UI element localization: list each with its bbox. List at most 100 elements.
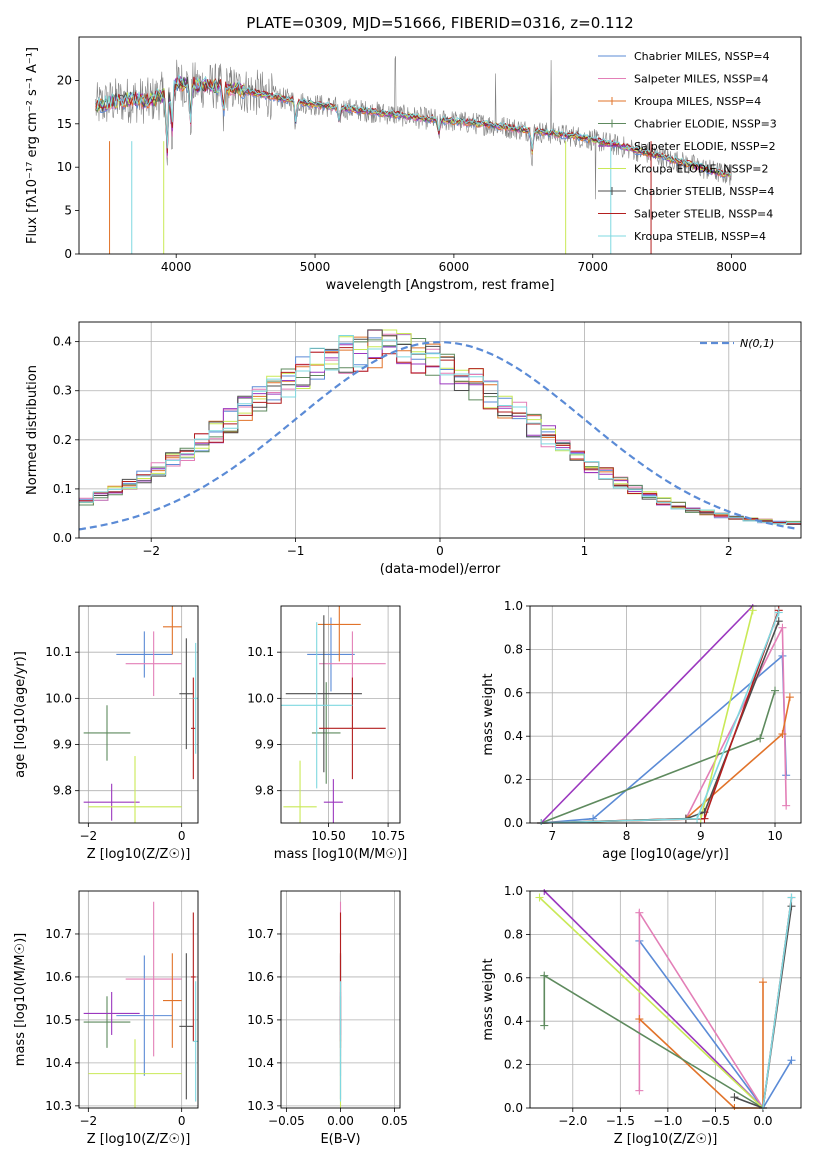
mass-weight-vs-age-xtick-label-1: 8 <box>623 829 631 843</box>
mass-vs-Z-ytick-label-4: 10.7 <box>45 927 72 941</box>
mass-vs-Z-point-chabrier-miles <box>116 955 173 1076</box>
age-vs-Z-panel: −2 0 9.8 9.9 10.0 10.1 Z [log10(Z/Z☉)] age [log… <box>13 605 199 862</box>
mass-weight-vs-Z-ytick-label-2: 0.4 <box>504 1014 523 1028</box>
spectrum-xtick-label-1: 5000 <box>300 260 331 274</box>
mass-weight-vs-Z-marker-2-0 <box>635 1015 644 1024</box>
figure-title: PLATE=0309, MJD=51666, FIBERID=0316, z=0… <box>246 14 633 32</box>
mass-weight-vs-age-marker-1-2 <box>778 623 787 632</box>
mass-vs-ebv-xtick-label-0: −0.05 <box>268 1114 305 1128</box>
mass-weight-vs-Z-panel: −2.0 −1.5 −1.0 −0.5 0.0 0.0 0.2 0.4 0.6 0.8 1.0 Z [… <box>481 884 802 1147</box>
residuals-xtick-label-0: −2 <box>142 544 160 558</box>
mass-vs-ebv-xtick-label-1: 0.00 <box>327 1114 354 1128</box>
spectrum-ylabel: Flux [fλ10⁻¹⁷ erg cm⁻² s⁻¹ A⁻¹] <box>25 47 40 244</box>
spectrum-legend-label-5: Kroupa ELODIE, NSSP=2 <box>634 163 768 176</box>
spectrum-plot-area <box>95 56 732 254</box>
mass-vs-Z-xtick-label-1: 0 <box>178 1114 186 1128</box>
mass-weight-vs-age-marker-3-1 <box>756 734 765 743</box>
mass-weight-vs-Z-ytick-label-4: 0.8 <box>504 927 523 941</box>
mass-vs-Z-point-salpeter-elodie <box>83 991 140 1035</box>
mass-weight-vs-Z-line-chabrier-elodie <box>543 974 764 1109</box>
age-vs-Z-point-kroupa-elodie <box>88 756 182 823</box>
mass-weight-vs-age-ytick-label-1: 0.2 <box>504 773 523 787</box>
mass-weight-vs-Z-ytick-label-1: 0.2 <box>504 1058 523 1072</box>
age-vs-mass-ytick-label-3: 10.1 <box>247 645 274 659</box>
residuals-xtick-label-2: 0 <box>436 544 444 558</box>
spectrum-legend-label-2: Kroupa MILES, NSSP=4 <box>634 95 761 108</box>
residuals-legend-label: N(0,1) <box>740 337 774 350</box>
spectrum-panel: 4000 5000 6000 7000 8000 0 5 10 15 20 wavelength [… <box>25 36 802 293</box>
age-vs-mass-xtick-label-1: 10.75 <box>371 829 405 843</box>
residuals-xtick-label-4: 2 <box>725 544 733 558</box>
mass-vs-Z-point-salpeter-stelib <box>191 912 196 1042</box>
age-vs-Z-ytick-label-3: 10.1 <box>45 645 72 659</box>
spectrum-ytick-label-1: 5 <box>64 204 72 218</box>
mass-weight-vs-Z-marker-3-0 <box>540 1021 549 1030</box>
mass-vs-ebv-ytick-label-3: 10.6 <box>247 970 274 984</box>
mass-weight-vs-Z-plot-area <box>535 889 796 1110</box>
mass-weight-vs-age-marker-2-3 <box>785 693 794 702</box>
age-vs-Z-ytick-label-1: 9.9 <box>53 738 72 752</box>
age-vs-mass-point-chabrier-stelib <box>285 615 362 773</box>
residuals-ytick-label-0: 0.0 <box>53 531 72 545</box>
mass-weight-vs-Z-ytick-label-3: 0.6 <box>504 971 523 985</box>
mass-weight-vs-age-marker-7-1 <box>700 814 709 823</box>
mass-vs-ebv-ytick-label-0: 10.3 <box>247 1099 274 1113</box>
mass-weight-vs-Z-ytick-label-0: 0.0 <box>504 1101 523 1115</box>
mass-weight-vs-Z-ytick-label-5: 1.0 <box>504 884 523 898</box>
spectrum-legend-label-1: Salpeter MILES, NSSP=4 <box>634 73 768 86</box>
mass-vs-Z-panel: −2 0 10.3 10.4 10.5 10.6 10.7 Z [log10(Z/Z☉)] ma… <box>13 890 199 1147</box>
residuals-xtick-label-3: 1 <box>581 544 589 558</box>
mass-weight-vs-age-xtick-label-3: 10 <box>767 829 782 843</box>
mass-weight-vs-age-ytick-label-3: 0.6 <box>504 686 523 700</box>
residuals-frame <box>78 321 802 539</box>
age-vs-Z-xtick-label-1: 0 <box>178 829 186 843</box>
residuals-normal-curve <box>79 341 799 531</box>
age-vs-mass-frame <box>280 605 401 824</box>
age-vs-mass-xtick-label-0: 10.50 <box>311 829 345 843</box>
mass-weight-vs-age-marker-8-2 <box>774 608 783 617</box>
age-vs-Z-point-salpeter-elodie <box>83 783 140 821</box>
mass-vs-Z-ytick-label-2: 10.5 <box>45 1013 72 1027</box>
spectrum-legend-label-6: Chabrier STELIB, NSSP=4 <box>634 185 774 198</box>
mass-weight-vs-age-ytick-label-4: 0.8 <box>504 642 523 656</box>
mass-vs-ebv-ytick-label-1: 10.4 <box>247 1056 274 1070</box>
mass-vs-Z-point-chabrier-elodie <box>83 996 131 1048</box>
mass-weight-vs-Z-line-salpeter-miles <box>638 909 764 1109</box>
mass-weight-vs-age-plot-area <box>537 604 794 825</box>
mass-weight-vs-age-frame <box>529 605 802 824</box>
mass-weight-vs-age-marker-2-2 <box>778 730 787 739</box>
age-vs-mass-point-kroupa-miles <box>317 606 361 662</box>
mass-weight-vs-Z-marker-3-1 <box>540 971 549 980</box>
residuals-hist-chabrier-stelib <box>79 329 801 525</box>
mass-vs-ebv-ytick-label-4: 10.7 <box>247 927 274 941</box>
residuals-panel: −2 −1 0 1 2 0.0 0.1 0.2 0.3 0.4 (data-model)/error… <box>25 321 802 577</box>
age-vs-mass-point-chabrier-miles <box>307 617 355 692</box>
residuals-ytick-label-3: 0.3 <box>53 384 72 398</box>
mass-vs-Z-ylabel: mass [log10(M/M☉)] <box>13 933 28 1066</box>
age-vs-mass-ytick-label-0: 9.8 <box>255 784 274 798</box>
residuals-plot-area <box>79 329 801 531</box>
age-vs-Z-ylabel: age [log10(age/yr)] <box>13 651 28 778</box>
mass-weight-vs-age-xtick-label-0: 7 <box>548 829 556 843</box>
age-vs-Z-point-kroupa-stelib <box>193 642 198 754</box>
mass-weight-vs-Z-xtick-label-4: 0.0 <box>753 1114 772 1128</box>
mass-vs-Z-ytick-label-0: 10.3 <box>45 1099 72 1113</box>
spectrum-xlabel: wavelength [Angstrom, rest frame] <box>326 278 555 293</box>
mass-weight-vs-Z-line-salpeter-elodie <box>543 890 764 1109</box>
mass-vs-Z-frame <box>78 890 199 1109</box>
mass-weight-vs-age-marker-8-1 <box>693 814 702 823</box>
age-vs-mass-panel: 10.50 10.75 9.8 9.9 10.0 10.1 mass [log10(M/M☉… <box>247 605 407 862</box>
mass-weight-vs-Z-xtick-label-0: −2.0 <box>558 1114 587 1128</box>
spectrum-ytick-label-0: 0 <box>64 247 72 261</box>
mass-vs-Z-plot-area <box>83 901 198 1108</box>
mass-weight-vs-Z-xtick-label-2: −1.0 <box>653 1114 682 1128</box>
age-vs-mass-ytick-label-1: 9.9 <box>255 738 274 752</box>
mass-vs-Z-point-kroupa-stelib <box>193 981 198 1102</box>
spectrum-xtick-label-2: 6000 <box>439 260 470 274</box>
residuals-xtick-label-1: −1 <box>287 544 305 558</box>
mass-weight-vs-age-ytick-label-0: 0.0 <box>504 816 523 830</box>
mass-weight-vs-Z-ylabel: mass weight <box>481 958 496 1040</box>
mass-weight-vs-Z-marker-8-1 <box>787 893 796 902</box>
age-vs-mass-point-kroupa-stelib <box>281 622 353 789</box>
